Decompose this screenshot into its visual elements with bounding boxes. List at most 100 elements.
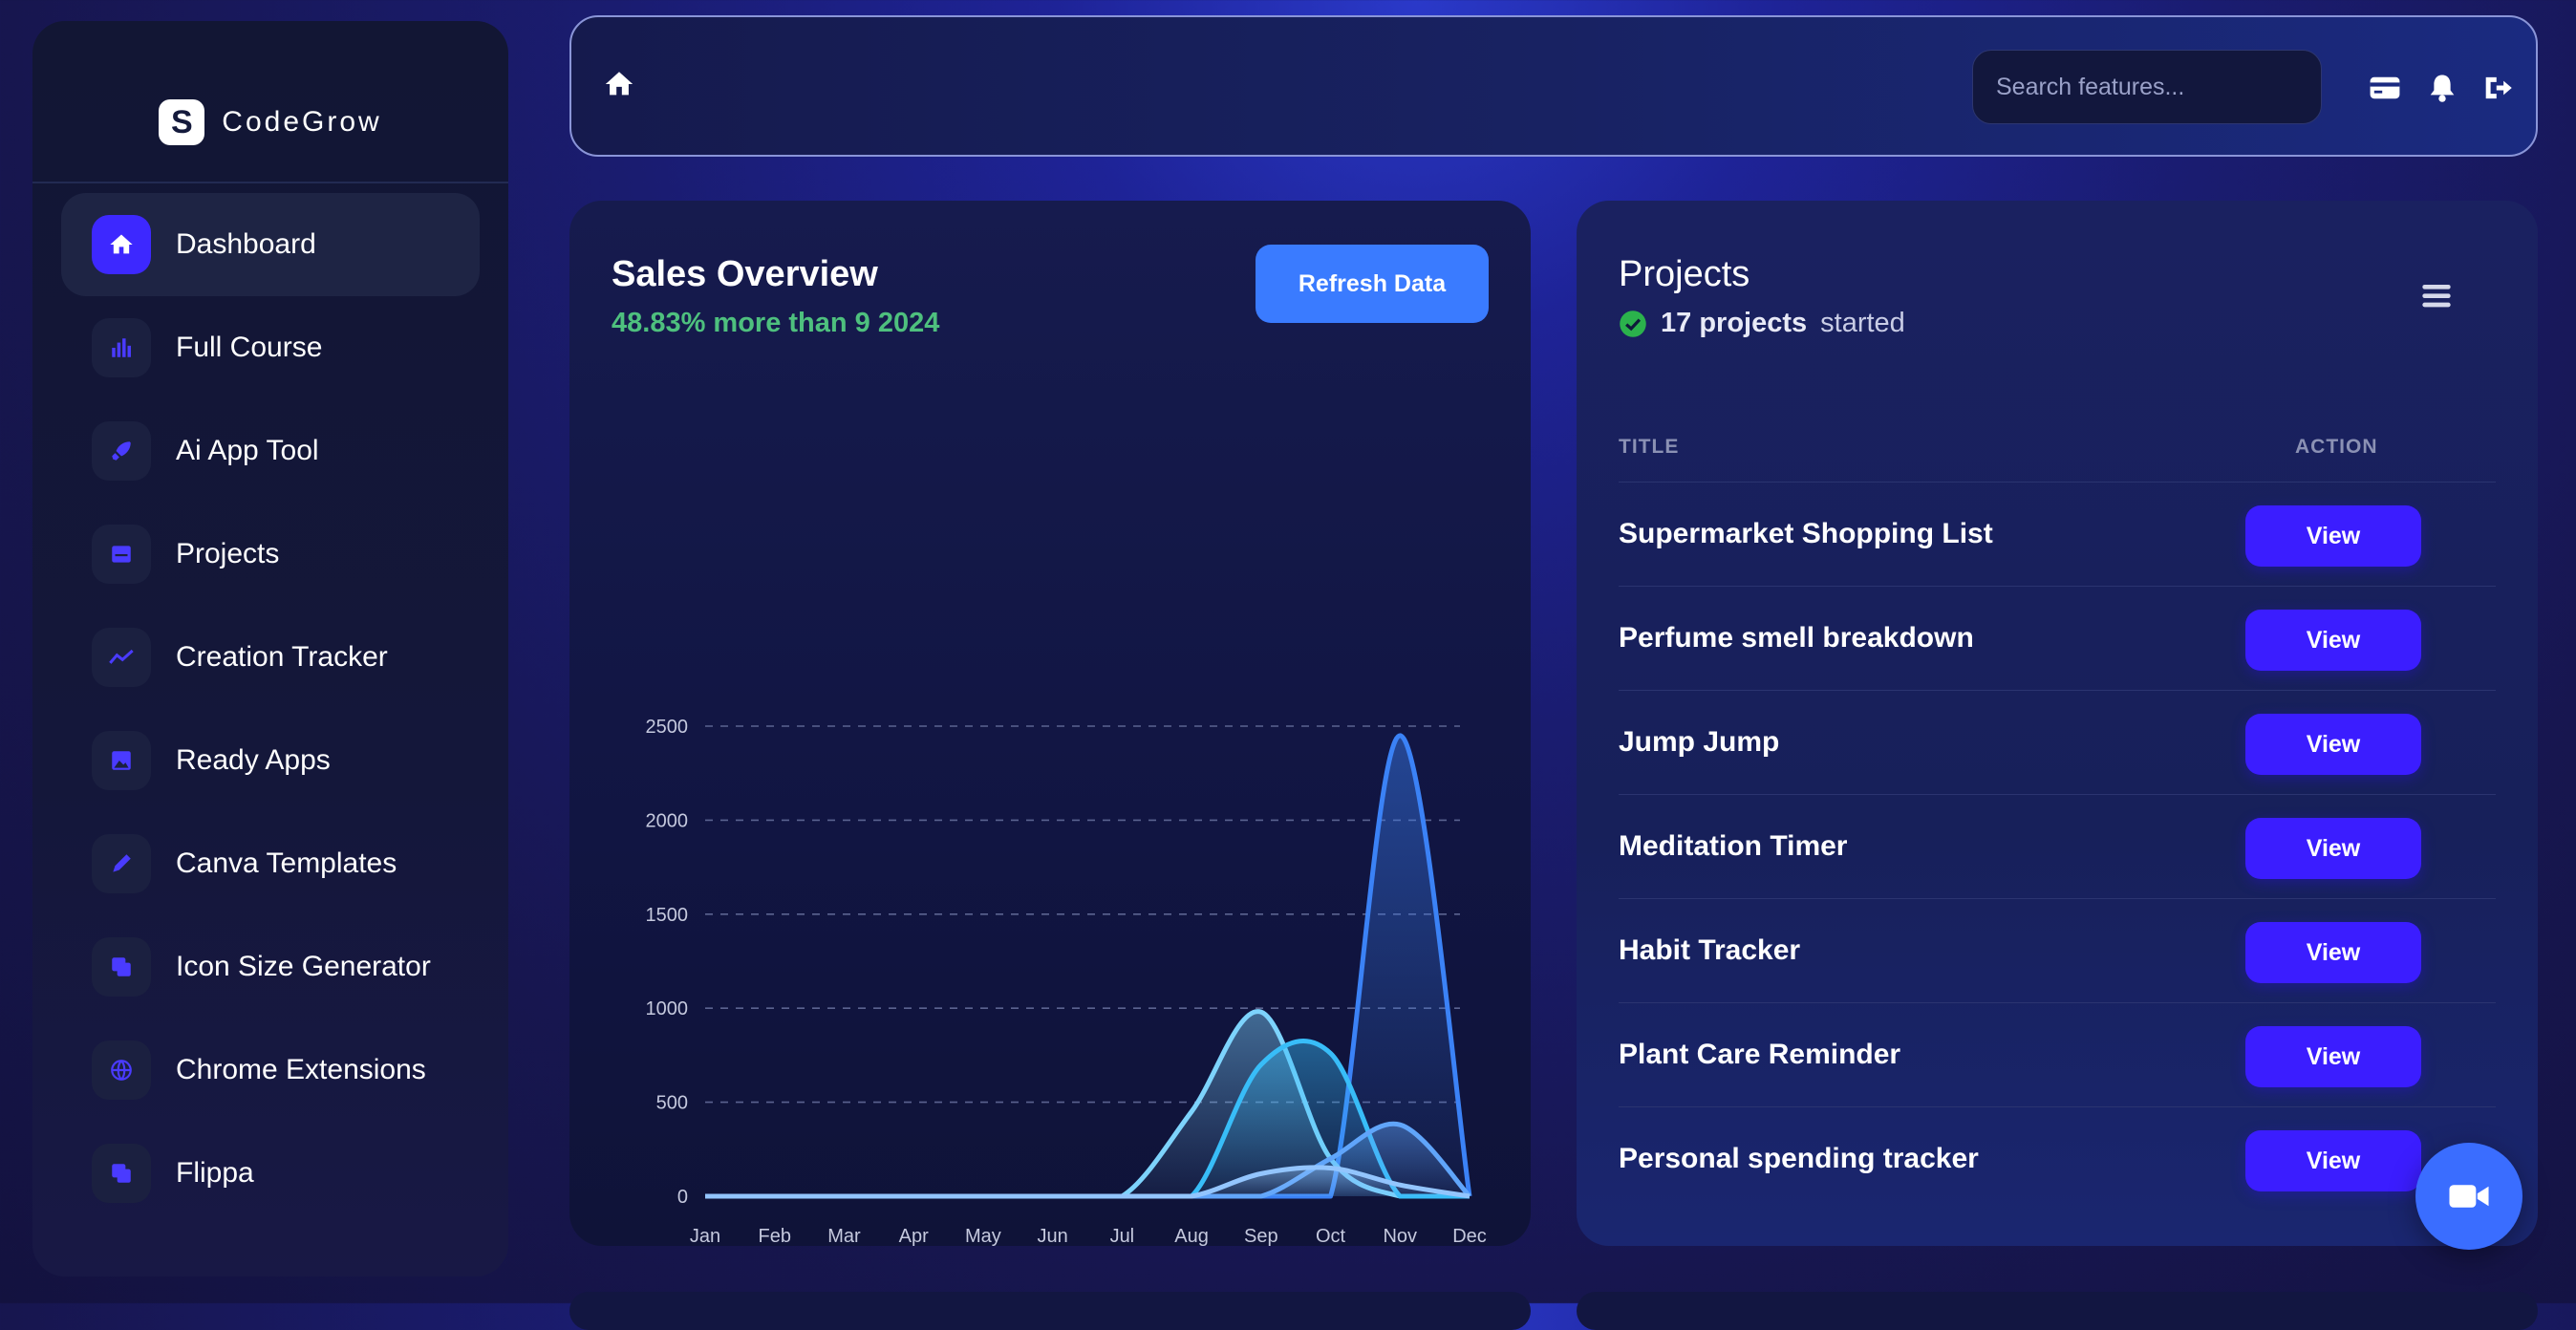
table-row: Perfume smell breakdown View	[1619, 586, 2496, 690]
sidebar-item-ai-app-tool[interactable]: Ai App Tool	[61, 399, 480, 503]
sidebar-item-projects[interactable]: Projects	[61, 503, 480, 606]
view-button[interactable]: View	[2245, 1130, 2421, 1191]
refresh-data-button[interactable]: Refresh Data	[1256, 245, 1489, 323]
check-circle-icon	[1620, 310, 1646, 337]
projects-count-suffix: started	[1820, 308, 1905, 338]
layers-icon	[92, 1144, 151, 1203]
sidebar-item-label: Creation Tracker	[176, 641, 388, 673]
series-area	[705, 1040, 1470, 1196]
sidebar-item-canva-templates[interactable]: Canva Templates	[61, 812, 480, 915]
x-tick-label: Nov	[1383, 1226, 1417, 1247]
rocket-icon	[92, 421, 151, 481]
y-tick-label: 500	[656, 1093, 688, 1114]
column-header-title: TITLE	[1619, 436, 1680, 458]
sidebar: S CodeGrow Dashboard Full Course Ai App …	[32, 21, 508, 1276]
sidebar-item-label: Ready Apps	[176, 744, 331, 776]
trend-line-icon	[92, 628, 151, 687]
sidebar-item-label: Icon Size Generator	[176, 951, 431, 982]
sidebar-item-dashboard[interactable]: Dashboard	[61, 193, 480, 296]
view-button[interactable]: View	[2245, 714, 2421, 775]
x-tick-label: Jan	[690, 1226, 720, 1247]
search-input[interactable]	[1972, 50, 2322, 124]
image-icon	[92, 731, 151, 790]
brand-logo[interactable]: S CodeGrow	[32, 75, 508, 170]
x-tick-label: Dec	[1452, 1226, 1487, 1247]
sidebar-item-ready-apps[interactable]: Ready Apps	[61, 709, 480, 812]
logo-icon: S	[159, 99, 205, 145]
project-title: Plant Care Reminder	[1619, 1039, 1901, 1070]
projects-count: 17 projects started	[1619, 308, 1905, 339]
brand-name: CodeGrow	[222, 106, 382, 138]
x-tick-label: Oct	[1316, 1226, 1346, 1247]
sidebar-divider	[32, 182, 508, 183]
table-row: Habit Tracker View	[1619, 898, 2496, 1002]
table-row: Jump Jump View	[1619, 690, 2496, 794]
table-row: Personal spending tracker View	[1619, 1106, 2496, 1211]
y-tick-label: 2500	[646, 717, 689, 738]
next-card-edge	[569, 1292, 1531, 1330]
y-tick-label: 1000	[646, 998, 689, 1019]
layers-icon	[92, 937, 151, 997]
sidebar-item-flippa[interactable]: Flippa	[61, 1122, 480, 1225]
sales-chart: 0 500 1000 1500 2000 2500 Jan Feb Mar Apr May Jun Ju…	[646, 717, 1487, 1247]
sales-growth-text: 48.83% more than 9 2024	[612, 308, 940, 338]
project-title: Personal spending tracker	[1619, 1143, 1979, 1174]
sidebar-item-label: Canva Templates	[176, 847, 397, 879]
top-bar	[569, 15, 2538, 157]
sales-overview-card: Sales Overview 48.83% more than 9 2024 R…	[569, 201, 1531, 1247]
series-line	[704, 1165, 1470, 1199]
view-button[interactable]: View	[2245, 610, 2421, 671]
y-tick-label: 1500	[646, 905, 689, 926]
projects-table: Supermarket Shopping List View Perfume s…	[1619, 482, 2496, 1211]
table-row: Supermarket Shopping List View	[1619, 482, 2496, 586]
sidebar-item-chrome-extensions[interactable]: Chrome Extensions	[61, 1019, 480, 1122]
x-tick-label: Mar	[827, 1226, 861, 1247]
x-tick-label: Jul	[1110, 1226, 1135, 1247]
project-title: Jump Jump	[1619, 726, 1780, 758]
credit-card-icon[interactable]	[2366, 71, 2404, 105]
project-title: Habit Tracker	[1619, 934, 1801, 966]
project-title: Perfume smell breakdown	[1619, 622, 1974, 654]
project-title: Meditation Timer	[1619, 830, 1848, 862]
next-card-edge	[1577, 1292, 2538, 1330]
sidebar-item-creation-tracker[interactable]: Creation Tracker	[61, 606, 480, 709]
sidebar-nav: Dashboard Full Course Ai App Tool Projec…	[61, 193, 480, 1225]
x-tick-label: Sep	[1244, 1226, 1278, 1247]
video-call-button[interactable]	[2415, 1143, 2522, 1250]
view-button[interactable]: View	[2245, 818, 2421, 879]
x-tick-label: May	[965, 1226, 1001, 1247]
sidebar-item-label: Dashboard	[176, 228, 316, 260]
sidebar-item-full-course[interactable]: Full Course	[61, 296, 480, 399]
projects-title: Projects	[1619, 254, 1750, 294]
projects-card: Projects 17 projects started TITLE ACTIO…	[1577, 201, 2538, 1246]
bar-chart-icon	[92, 318, 151, 377]
sidebar-item-icon-size-generator[interactable]: Icon Size Generator	[61, 915, 480, 1019]
project-title: Supermarket Shopping List	[1619, 518, 1993, 549]
view-button[interactable]: View	[2245, 505, 2421, 567]
y-tick-label: 2000	[646, 810, 689, 831]
x-tick-label: Feb	[758, 1226, 790, 1247]
x-tick-label: Apr	[899, 1226, 929, 1247]
home-icon[interactable]	[600, 65, 638, 103]
logout-icon[interactable]	[2479, 71, 2517, 105]
sidebar-item-label: Ai App Tool	[176, 435, 319, 466]
view-button[interactable]: View	[2245, 1026, 2421, 1087]
globe-icon	[92, 1040, 151, 1100]
home-icon	[92, 215, 151, 274]
series-area	[705, 1167, 1470, 1196]
x-tick-label: Aug	[1174, 1226, 1209, 1247]
pen-icon	[92, 834, 151, 893]
sidebar-item-label: Flippa	[176, 1157, 254, 1189]
table-row: Meditation Timer View	[1619, 794, 2496, 898]
y-tick-label: 0	[677, 1187, 688, 1208]
table-row: Plant Care Reminder View	[1619, 1002, 2496, 1106]
column-header-action: ACTION	[2295, 436, 2378, 458]
x-tick-label: Jun	[1038, 1226, 1068, 1247]
menu-icon[interactable]	[2417, 277, 2456, 315]
bell-icon[interactable]	[2423, 71, 2461, 105]
sidebar-item-label: Chrome Extensions	[176, 1054, 426, 1085]
view-button[interactable]: View	[2245, 922, 2421, 983]
projects-count-number: 17 projects	[1661, 308, 1808, 338]
sidebar-item-label: Projects	[176, 538, 280, 569]
sales-title: Sales Overview	[612, 254, 878, 294]
